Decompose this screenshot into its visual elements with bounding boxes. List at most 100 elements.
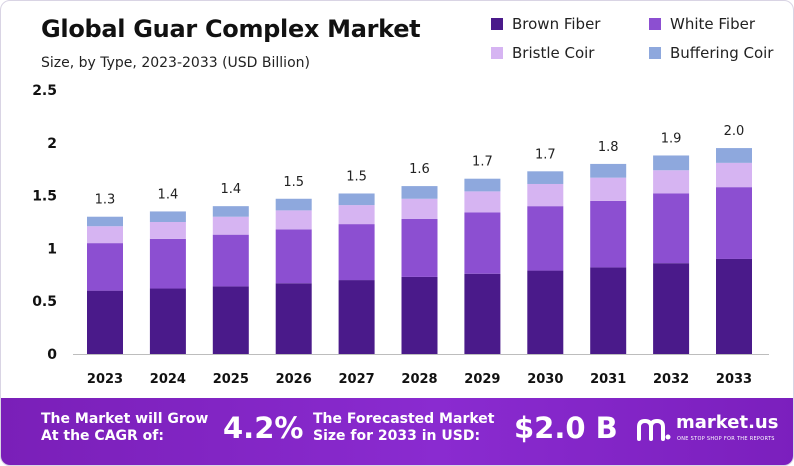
bar-brown-fiber-2026 <box>275 283 312 354</box>
total-label-2027: 1.5 <box>346 169 367 184</box>
bar-bristle-coir-2024 <box>149 222 186 239</box>
bar-bristle-coir-2029 <box>464 191 501 213</box>
legend-label-brown-fiber: Brown Fiber <box>512 15 601 33</box>
x-tick-label-2026: 2026 <box>276 372 312 387</box>
x-tick-label-2033: 2033 <box>716 372 752 387</box>
legend-swatch-bristle-coir <box>491 47 503 59</box>
bar-buffering-coir-2024 <box>149 211 186 222</box>
total-label-2028: 1.6 <box>409 162 430 177</box>
bar-buffering-coir-2028 <box>401 186 438 199</box>
bar-brown-fiber-2032 <box>653 263 690 354</box>
bar-bristle-coir-2023 <box>87 226 123 244</box>
bar-white-fiber-2029 <box>464 212 501 274</box>
brand-logo: market.us ONE STOP SHOP FOR THE REPORTS <box>634 411 784 451</box>
cagr-label-line1: The Market will Grow <box>41 411 209 427</box>
total-label-2024: 1.4 <box>158 187 179 202</box>
total-label-2026: 1.5 <box>283 175 304 190</box>
x-tick-label-2025: 2025 <box>213 372 249 387</box>
bar-buffering-coir-2023 <box>87 216 123 227</box>
forecast-label-line2: Size for 2033 in USD: <box>313 428 481 444</box>
forecast-label: The Forecasted Market Size for 2033 in U… <box>313 411 494 445</box>
bar-white-fiber-2024 <box>149 238 186 289</box>
bar-bristle-coir-2031 <box>590 177 627 201</box>
total-label-2025: 1.4 <box>220 182 241 197</box>
bar-white-fiber-2030 <box>527 206 564 271</box>
bar-brown-fiber-2027 <box>338 280 375 354</box>
y-tick-label: 2.5 <box>32 83 57 99</box>
bar-brown-fiber-2029 <box>464 273 501 354</box>
bar-bristle-coir-2032 <box>653 170 690 194</box>
x-tick-label-2032: 2032 <box>653 372 689 387</box>
stacked-bar-chart: 0 0.5 1 1.5 2 2.5 1.3 2023 1.4 2024 1.4 2025 1.5 2026… <box>32 83 769 387</box>
bar-white-fiber-2032 <box>653 193 690 264</box>
bar-white-fiber-2027 <box>338 224 375 281</box>
bar-white-fiber-2023 <box>87 243 123 291</box>
y-tick-label: 0 <box>47 347 57 363</box>
legend-item-buffering-coir: Buffering Coir <box>649 44 773 62</box>
bar-bristle-coir-2028 <box>401 198 438 219</box>
bar-buffering-coir-2033 <box>716 148 752 163</box>
bar-buffering-coir-2032 <box>653 155 690 171</box>
bar-brown-fiber-2024 <box>149 288 186 354</box>
bar-bristle-coir-2027 <box>338 205 375 225</box>
legend-swatch-white-fiber <box>649 18 661 30</box>
brand-name: market.us <box>676 412 779 433</box>
bar-bristle-coir-2033 <box>716 162 752 188</box>
x-tick-label-2024: 2024 <box>150 372 186 387</box>
legend-item-bristle-coir: Bristle Coir <box>491 44 594 62</box>
legend-label-white-fiber: White Fiber <box>670 15 756 33</box>
bar-white-fiber-2028 <box>401 218 438 277</box>
bar-brown-fiber-2030 <box>527 270 564 354</box>
legend-item-white-fiber: White Fiber <box>649 15 755 33</box>
x-tick-label-2029: 2029 <box>464 372 500 387</box>
bar-brown-fiber-2028 <box>401 276 438 354</box>
x-tick-label-2030: 2030 <box>527 372 563 387</box>
total-label-2023: 1.3 <box>95 193 116 208</box>
total-label-2030: 1.7 <box>535 147 556 162</box>
bar-buffering-coir-2027 <box>338 193 375 206</box>
bar-buffering-coir-2026 <box>275 198 312 211</box>
bar-white-fiber-2033 <box>716 187 752 259</box>
chart-title: Global Guar Complex Market <box>41 15 421 43</box>
bar-brown-fiber-2023 <box>87 290 123 354</box>
bar-white-fiber-2031 <box>590 200 627 268</box>
bar-bristle-coir-2025 <box>212 216 249 235</box>
cagr-label-line2: At the CAGR of: <box>41 428 164 444</box>
bar-bristle-coir-2026 <box>275 210 312 230</box>
brand-tagline: ONE STOP SHOP FOR THE REPORTS <box>677 436 775 442</box>
bar-buffering-coir-2031 <box>590 163 627 178</box>
chart-legend: Brown Fiber White Fiber Bristle Coir Buf… <box>491 13 791 69</box>
total-label-2029: 1.7 <box>472 155 493 170</box>
bar-buffering-coir-2025 <box>212 206 249 217</box>
y-tick-label: 2 <box>47 136 57 152</box>
total-label-2032: 1.9 <box>661 131 682 146</box>
x-tick-label-2031: 2031 <box>590 372 626 387</box>
legend-item-brown-fiber: Brown Fiber <box>491 15 600 33</box>
y-tick-label: 1 <box>47 241 57 257</box>
x-tick-label-2023: 2023 <box>87 372 123 387</box>
legend-label-buffering-coir: Buffering Coir <box>670 44 774 62</box>
x-tick-label-2027: 2027 <box>339 372 375 387</box>
forecast-label-line1: The Forecasted Market <box>313 411 495 427</box>
forecast-value: $2.0 B <box>514 411 618 445</box>
chart-subtitle: Size, by Type, 2023-2033 (USD Billion) <box>41 55 310 71</box>
bar-buffering-coir-2029 <box>464 178 501 192</box>
cagr-value: 4.2% <box>223 411 304 445</box>
total-label-2031: 1.8 <box>598 140 619 155</box>
bar-bristle-coir-2030 <box>527 183 564 207</box>
footer-banner: The Market will Grow At the CAGR of: 4.2… <box>1 398 793 465</box>
bar-buffering-coir-2030 <box>527 171 564 184</box>
market-us-logo-icon <box>637 418 671 441</box>
bar-brown-fiber-2025 <box>212 286 249 354</box>
legend-label-bristle-coir: Bristle Coir <box>512 44 595 62</box>
y-tick-label: 0.5 <box>32 294 57 310</box>
x-tick-label-2028: 2028 <box>401 372 437 387</box>
bar-brown-fiber-2033 <box>716 258 752 354</box>
cagr-label: The Market will Grow At the CAGR of: <box>41 411 208 445</box>
bar-white-fiber-2025 <box>212 234 249 287</box>
legend-swatch-brown-fiber <box>491 18 503 30</box>
y-tick-label: 1.5 <box>32 189 57 205</box>
total-label-2033: 2.0 <box>724 124 745 139</box>
legend-swatch-buffering-coir <box>649 47 661 59</box>
